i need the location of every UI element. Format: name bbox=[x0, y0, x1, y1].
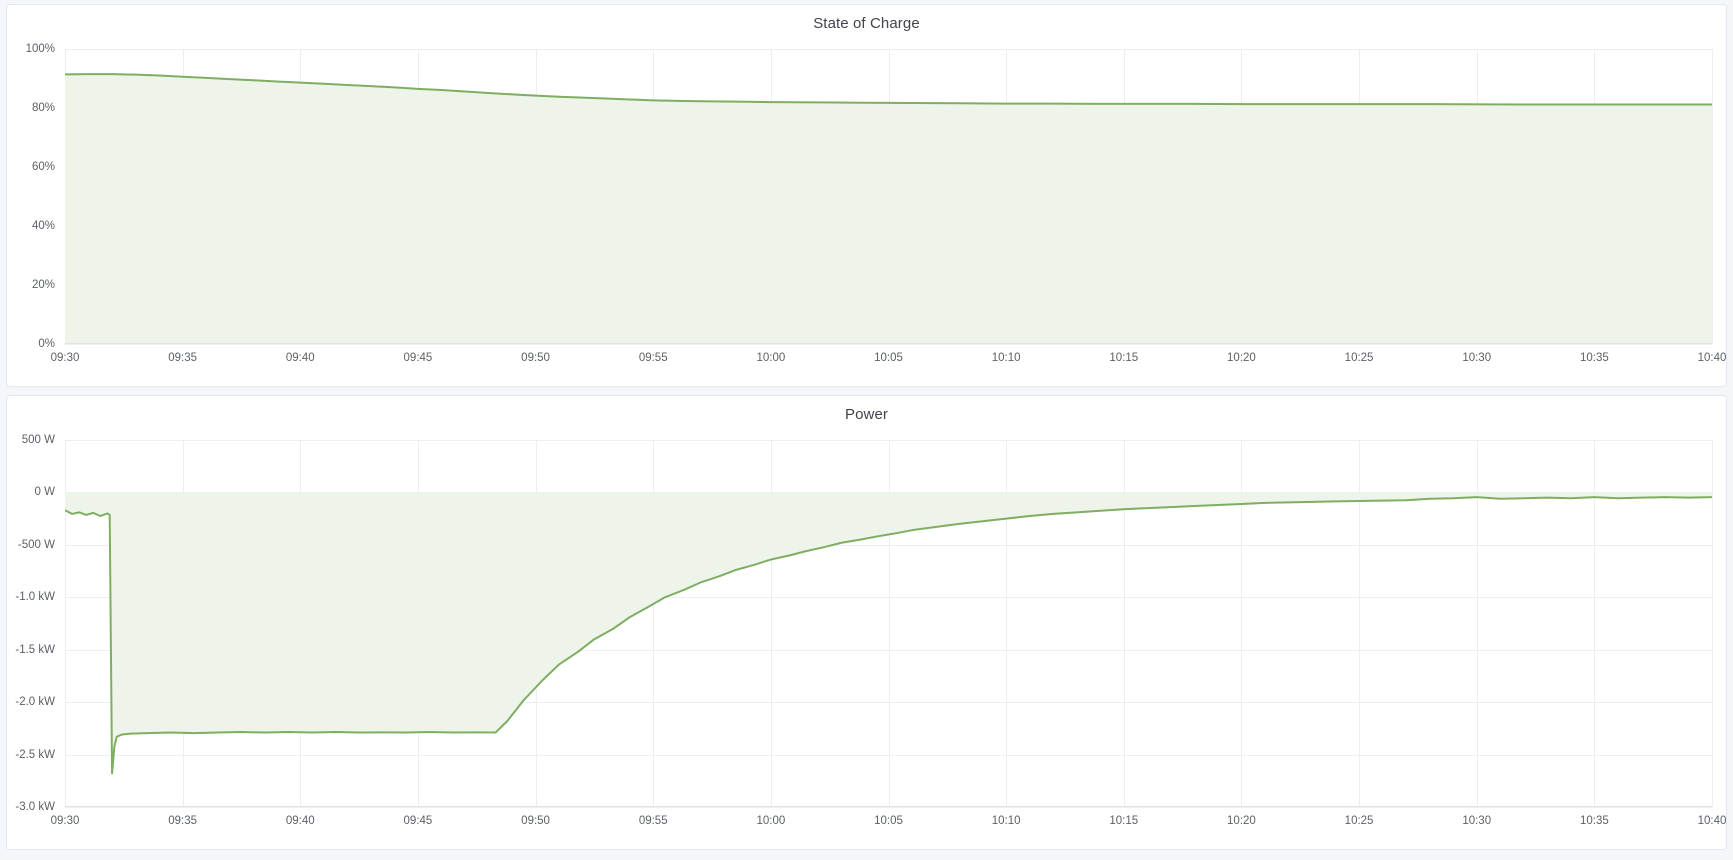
x-tick-label: 09:40 bbox=[285, 815, 315, 827]
gridline-vertical bbox=[1241, 440, 1243, 807]
x-tick-label: 09:35 bbox=[168, 352, 198, 364]
y-tick-label: -2.0 kW bbox=[15, 696, 55, 709]
state-of-charge-plot-area: 0% 20% 40% 60% 80% 100% 09:30 09:35 09:40 09:45 0… bbox=[7, 35, 1726, 386]
power-plot bbox=[65, 440, 1713, 808]
power-title: Power bbox=[844, 406, 889, 423]
power-series bbox=[65, 492, 1712, 807]
x-tick-label: 09:55 bbox=[638, 815, 668, 827]
x-tick-label: 10:40 bbox=[1697, 815, 1727, 827]
x-tick-label: 09:30 bbox=[50, 352, 80, 364]
x-tick-label: 10:15 bbox=[1109, 815, 1139, 827]
gridline-vertical bbox=[1712, 49, 1713, 344]
gridline-vertical bbox=[1123, 440, 1125, 807]
state-of-charge-panel: State of Charge 0% 20% 40% 60% 80% 100% 09:30… bbox=[6, 4, 1727, 387]
x-tick-label: 10:00 bbox=[756, 352, 786, 364]
x-tick-label: 10:05 bbox=[874, 352, 903, 364]
x-tick-label: 10:25 bbox=[1344, 352, 1374, 364]
x-tick-label: 10:40 bbox=[1697, 352, 1727, 364]
soc-x-axis-line bbox=[65, 343, 1712, 344]
x-tick-label: 09:55 bbox=[638, 352, 668, 364]
y-tick-label: -500 W bbox=[17, 538, 55, 551]
power-x-axis: 09:30 09:35 09:40 09:45 09:50 09:55 10:00 10:05… bbox=[51, 815, 1726, 835]
x-tick-label: 10:35 bbox=[1579, 352, 1609, 364]
gridline-vertical bbox=[1006, 440, 1008, 807]
y-tick-label: 80% bbox=[31, 102, 55, 114]
x-tick-label: 10:05 bbox=[874, 815, 903, 827]
power-plot-area: 500 W 0 W -500 W -1.0 kW -1.5 kW -2.0 kW -2.5 … bbox=[7, 426, 1726, 849]
y-tick-label: 60% bbox=[31, 161, 55, 173]
x-tick-label: 09:50 bbox=[521, 815, 550, 827]
y-tick-label: 40% bbox=[31, 220, 55, 232]
gridline-vertical bbox=[65, 440, 66, 807]
y-tick-label: 0% bbox=[38, 338, 55, 350]
x-tick-label: 10:30 bbox=[1462, 815, 1492, 827]
x-tick-label: 10:20 bbox=[1227, 352, 1256, 364]
gridline-vertical bbox=[1712, 440, 1713, 807]
power-y-axis: 500 W 0 W -500 W -1.0 kW -1.5 kW -2.0 kW -2.5 … bbox=[7, 434, 59, 813]
x-tick-label: 10:00 bbox=[756, 815, 786, 827]
y-tick-label: 100% bbox=[25, 43, 55, 55]
power-x-axis-line bbox=[65, 806, 1712, 807]
series-area bbox=[65, 74, 1712, 344]
gridline-vertical bbox=[653, 440, 655, 807]
gridline-vertical bbox=[1476, 440, 1478, 807]
y-tick-label: 500 W bbox=[21, 434, 55, 446]
x-tick-label: 10:30 bbox=[1462, 352, 1492, 364]
x-tick-label: 09:45 bbox=[403, 815, 433, 827]
gridline-horizontal bbox=[65, 807, 1712, 808]
series-line bbox=[65, 497, 1712, 773]
series-line bbox=[65, 74, 1712, 104]
x-tick-label: 10:20 bbox=[1227, 815, 1256, 827]
soc-y-axis: 0% 20% 40% 60% 80% 100% bbox=[7, 43, 59, 350]
gridline-horizontal bbox=[65, 344, 1712, 345]
x-tick-label: 10:35 bbox=[1579, 815, 1609, 827]
x-tick-label: 10:15 bbox=[1109, 352, 1139, 364]
gridline-vertical bbox=[770, 440, 772, 807]
x-tick-label: 10:10 bbox=[991, 352, 1021, 364]
soc-x-axis: 09:30 09:35 09:40 09:45 09:50 09:55 10:00 10:05… bbox=[51, 352, 1726, 372]
x-tick-label: 10:10 bbox=[991, 815, 1021, 827]
y-tick-label: -1.5 kW bbox=[15, 643, 55, 656]
x-tick-label: 09:45 bbox=[403, 352, 433, 364]
y-tick-label: -1.0 kW bbox=[15, 591, 55, 604]
page-title: State of Charge bbox=[813, 15, 920, 32]
gridline-vertical bbox=[1359, 440, 1361, 807]
y-tick-label: 20% bbox=[31, 279, 55, 291]
y-tick-label: 0 W bbox=[34, 486, 55, 499]
x-tick-label: 09:35 bbox=[168, 815, 198, 827]
gridline-vertical bbox=[888, 440, 890, 807]
series-area bbox=[65, 492, 1712, 774]
y-tick-label: -2.5 kW bbox=[15, 748, 55, 761]
soc-plot bbox=[65, 49, 1713, 345]
soc-series bbox=[65, 49, 1712, 344]
x-tick-label: 09:40 bbox=[285, 352, 315, 364]
x-tick-label: 10:25 bbox=[1344, 815, 1374, 827]
x-tick-label: 09:50 bbox=[521, 352, 550, 364]
x-tick-label: 09:30 bbox=[50, 815, 80, 827]
power-panel: Power 500 W 0 W -500 W -1.0 kW -1.5 kW -2.0 k… bbox=[6, 395, 1727, 850]
gridline-vertical bbox=[1594, 440, 1596, 807]
y-tick-label: -3.0 kW bbox=[15, 801, 55, 813]
